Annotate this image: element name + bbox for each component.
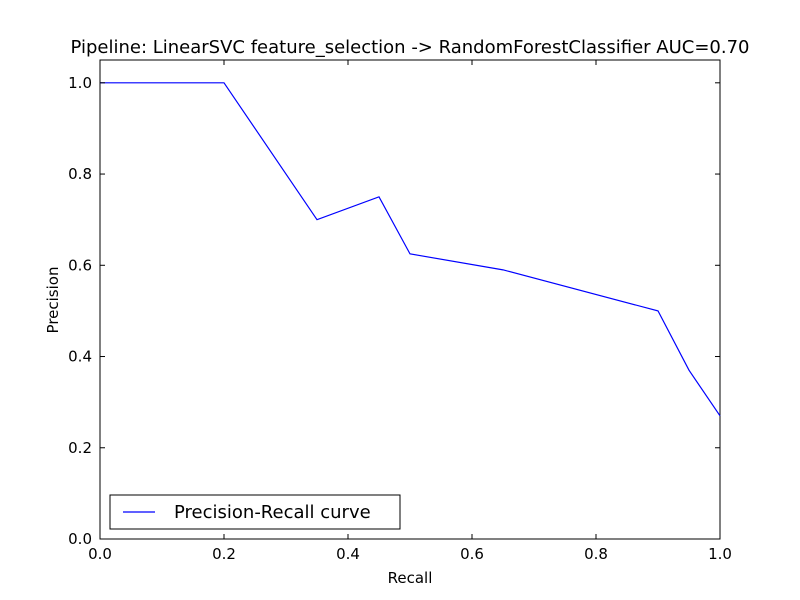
x-tick-label: 0.6 bbox=[460, 545, 484, 563]
x-tick-label: 0.4 bbox=[336, 545, 360, 563]
x-tick-label: 0.2 bbox=[212, 545, 236, 563]
y-tick-label: 1.0 bbox=[68, 74, 92, 92]
tick-labels-layer: 0.0 0.2 0.4 0.6 0.8 1.0 0.0 0.2 0.4 0.6 0.8 1.0 bbox=[68, 74, 732, 563]
ticks-layer bbox=[99, 60, 721, 540]
y-tick-label: 0.4 bbox=[68, 348, 92, 366]
y-tick-label: 0.6 bbox=[68, 256, 92, 274]
x-tick-label: 0.0 bbox=[88, 545, 112, 563]
y-axis-title: Precision bbox=[44, 267, 62, 334]
y-tick-label: 0.8 bbox=[68, 165, 92, 183]
x-tick-label: 1.0 bbox=[708, 545, 732, 563]
y-tick-label: 0.0 bbox=[68, 530, 92, 548]
legend-box bbox=[109, 494, 401, 530]
y-tick-label: 0.2 bbox=[68, 439, 92, 457]
plot-frame bbox=[99, 59, 721, 540]
plot-area bbox=[99, 59, 721, 540]
x-tick-label: 0.8 bbox=[584, 545, 608, 563]
legend-label: Precision-Recall curve bbox=[174, 502, 371, 523]
legend: Precision-Recall curve bbox=[109, 494, 401, 530]
chart-title: Pipeline: LinearSVC feature_selection ->… bbox=[71, 37, 750, 58]
series-layer bbox=[100, 82, 721, 417]
series-line-precision-recall bbox=[100, 82, 721, 417]
x-axis-title: Recall bbox=[388, 569, 433, 587]
